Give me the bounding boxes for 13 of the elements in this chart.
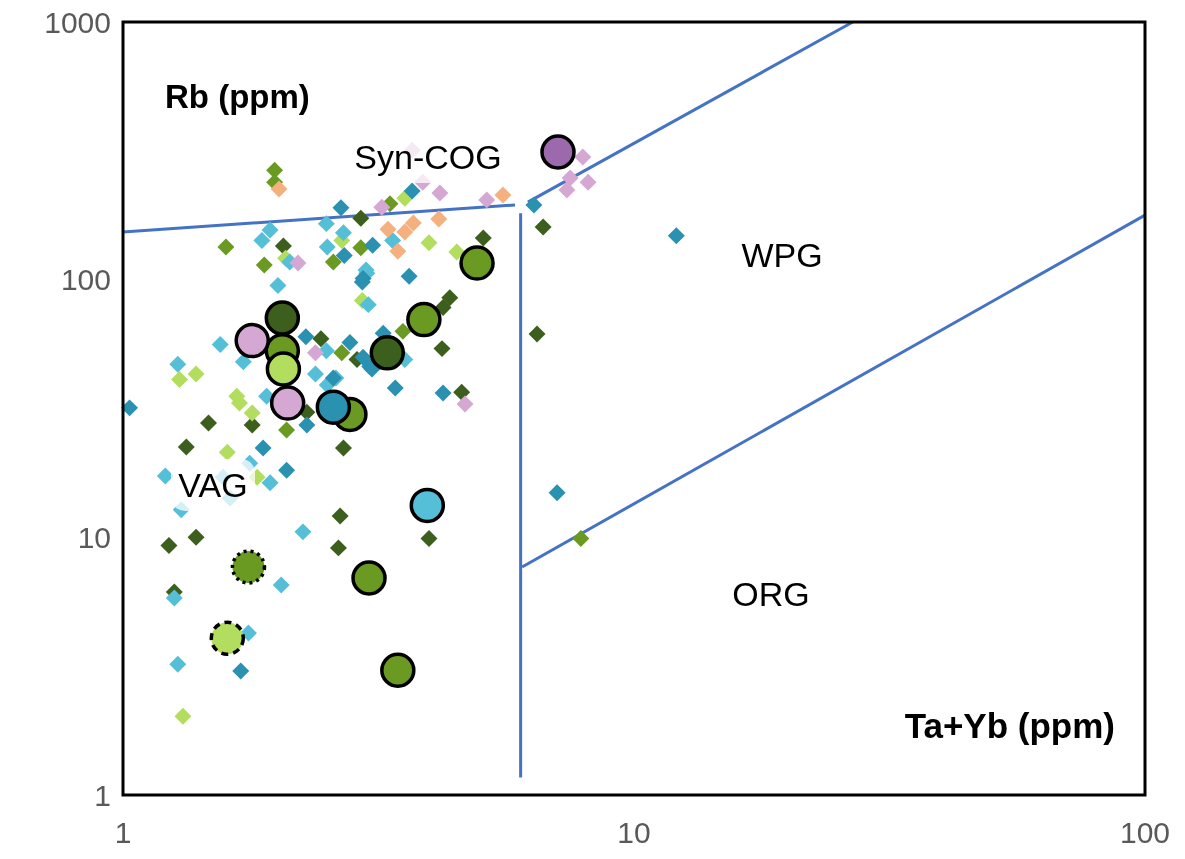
- annotation: VAG: [178, 466, 248, 504]
- annotation: ORG: [732, 575, 810, 613]
- y-axis-title: Rb (ppm): [165, 78, 310, 115]
- annotation: WPG: [741, 236, 823, 274]
- annotation: Syn-COG: [354, 138, 502, 176]
- y-tick-label: 1: [94, 778, 111, 812]
- x-tick-label: 100: [1119, 816, 1171, 849]
- x-axis-title: Ta+Yb (ppm): [904, 706, 1115, 745]
- y-tick-label: 1000: [44, 5, 111, 39]
- x-tick-label: 10: [617, 816, 651, 849]
- y-tick-label: 10: [77, 520, 111, 554]
- x-tick-label: 1: [114, 816, 132, 849]
- y-tick-label: 100: [60, 263, 111, 297]
